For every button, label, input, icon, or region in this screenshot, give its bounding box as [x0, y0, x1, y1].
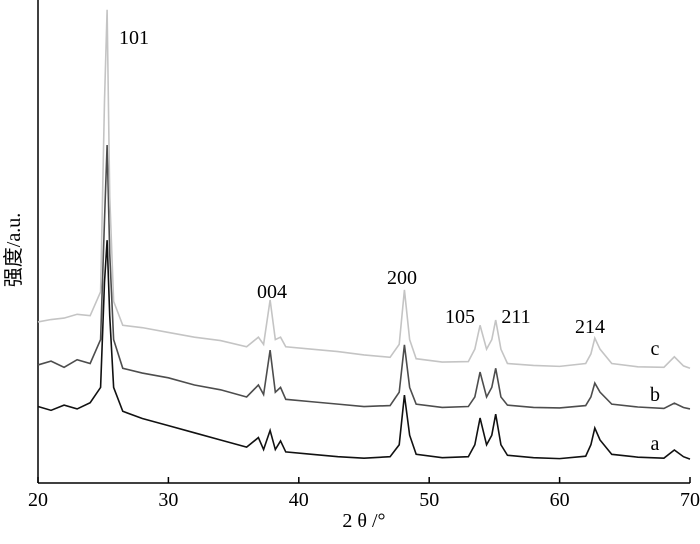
- series-label: b: [650, 384, 660, 406]
- peak-label: 004: [257, 281, 287, 303]
- peak-label: 105: [445, 306, 475, 328]
- y-axis-label: 强度/a.u.: [2, 213, 25, 287]
- x-tick-label: 40: [289, 489, 309, 511]
- series-label: a: [651, 433, 660, 455]
- series-label: c: [651, 338, 660, 360]
- peak-label: 214: [575, 316, 605, 338]
- x-tick-label: 60: [550, 489, 570, 511]
- x-tick-label: 20: [28, 489, 48, 511]
- peak-label: 211: [501, 306, 530, 328]
- x-tick-label: 50: [419, 489, 439, 511]
- peak-label: 200: [387, 267, 417, 289]
- x-tick-label: 70: [680, 489, 700, 511]
- peak-label: 101: [119, 27, 149, 49]
- series-line: [37, 145, 691, 410]
- x-axis-label: 2 θ /°: [342, 510, 385, 532]
- series-line: [37, 9, 691, 370]
- series-line: [37, 240, 691, 460]
- x-tick-label: 30: [158, 489, 178, 511]
